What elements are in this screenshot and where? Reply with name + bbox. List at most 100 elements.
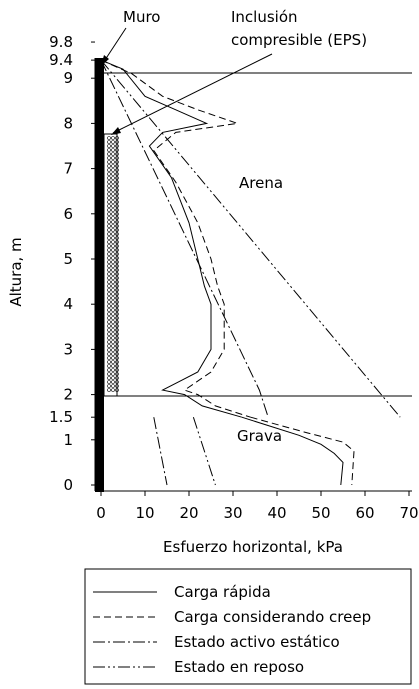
- eps-dot: [111, 244, 115, 248]
- eps-dot: [111, 220, 115, 224]
- eps-dot: [111, 292, 115, 296]
- eps-dot: [115, 292, 119, 296]
- eps-dot: [115, 156, 119, 160]
- eps-dot: [107, 300, 111, 304]
- eps-dot: [111, 188, 115, 192]
- eps-dot: [115, 168, 119, 172]
- y-tick-label: 9.8: [49, 33, 73, 51]
- x-tick-label: 60: [355, 504, 374, 522]
- eps-dot: [111, 212, 115, 216]
- eps-dot: [115, 288, 119, 292]
- series-3-segment-2: [153, 417, 168, 486]
- eps-dot: [107, 152, 111, 156]
- eps-dot: [111, 180, 115, 184]
- eps-dot: [115, 308, 119, 312]
- eps-dot: [115, 300, 119, 304]
- eps-dot: [107, 376, 111, 380]
- eps-dot: [107, 164, 111, 168]
- eps-dot: [115, 232, 119, 236]
- eps-dot: [115, 388, 119, 392]
- eps-dot: [115, 340, 119, 344]
- eps-dot: [115, 224, 119, 228]
- eps-dot: [115, 228, 119, 232]
- eps-dot: [115, 236, 119, 240]
- series-2-segment-2: [250, 416, 355, 486]
- eps-dot: [111, 164, 115, 168]
- eps-dot: [107, 208, 111, 212]
- eps-dot: [107, 340, 111, 344]
- eps-dot: [111, 300, 115, 304]
- eps-dot: [107, 192, 111, 196]
- x-tick-label: 10: [135, 504, 154, 522]
- eps-dot: [107, 296, 111, 300]
- eps-dot: [115, 304, 119, 308]
- eps-dot: [107, 212, 111, 216]
- eps-dot: [107, 224, 111, 228]
- eps-dot: [107, 320, 111, 324]
- eps-dot: [115, 368, 119, 372]
- eps-dot: [111, 204, 115, 208]
- inclusion-arrow-line: [112, 53, 273, 134]
- eps-dot: [107, 220, 111, 224]
- eps-dot: [107, 136, 111, 140]
- x-tick-label: 0: [96, 504, 106, 522]
- eps-dot: [115, 284, 119, 288]
- y-tick-label: 5: [63, 250, 73, 268]
- eps-dot: [115, 220, 119, 224]
- eps-dot: [115, 240, 119, 244]
- legend-box: [84, 568, 412, 685]
- eps-dot: [115, 344, 119, 348]
- eps-dot: [111, 240, 115, 244]
- inclusion-label: Inclusión compresible (EPS): [231, 8, 367, 49]
- eps-dot: [115, 276, 119, 280]
- eps-dot: [115, 188, 119, 192]
- eps-dot: [115, 376, 119, 380]
- eps-dot: [107, 256, 111, 260]
- eps-dot: [111, 156, 115, 160]
- eps-dot: [111, 312, 115, 316]
- eps-dot: [107, 144, 111, 148]
- eps-dot: [111, 316, 115, 320]
- eps-dot: [115, 176, 119, 180]
- eps-dot: [111, 236, 115, 240]
- eps-dot: [115, 328, 119, 332]
- eps-dot: [107, 248, 111, 252]
- eps-dot: [115, 256, 119, 260]
- x-tick-label: 40: [267, 504, 286, 522]
- eps-dot: [107, 168, 111, 172]
- series-1-segment-2: [241, 416, 344, 486]
- eps-dot: [107, 172, 111, 176]
- y-ticks: 0 1 1.5 2 3 4 5 6 7 8 99.49.8: [49, 33, 95, 494]
- eps-dot: [111, 368, 115, 372]
- eps-dot: [115, 192, 119, 196]
- eps-dot: [115, 136, 119, 140]
- eps-dot: [111, 184, 115, 188]
- eps-dot: [111, 176, 115, 180]
- x-axis-label: Esfuerzo horizontal, kPa: [163, 538, 343, 556]
- eps-dot: [107, 200, 111, 204]
- x-tick-label: 20: [179, 504, 198, 522]
- eps-dot: [107, 156, 111, 160]
- y-tick-label: 6: [63, 205, 73, 223]
- y-tick-label: 9: [63, 69, 73, 87]
- x-tick-label: 50: [311, 504, 330, 522]
- eps-dot: [111, 328, 115, 332]
- legend: Carga rápida Carga considerando creep Esta…: [93, 583, 371, 676]
- eps-dot: [115, 172, 119, 176]
- y-tick-label: 2: [63, 386, 73, 404]
- y-tick-label: 1: [63, 431, 73, 449]
- wall-arrow-head: [101, 55, 109, 66]
- eps-dot: [111, 352, 115, 356]
- eps-dot: [107, 204, 111, 208]
- eps-dot: [111, 384, 115, 388]
- eps-dot: [111, 272, 115, 276]
- eps-dot: [115, 212, 119, 216]
- eps-dot: [115, 160, 119, 164]
- eps-dot: [107, 268, 111, 272]
- eps-dot: [115, 332, 119, 336]
- y-axis-label: Altura, m: [7, 237, 25, 306]
- eps-dot: [111, 200, 115, 204]
- eps-dot: [107, 244, 111, 248]
- legend-label-2: Carga considerando creep: [174, 608, 371, 626]
